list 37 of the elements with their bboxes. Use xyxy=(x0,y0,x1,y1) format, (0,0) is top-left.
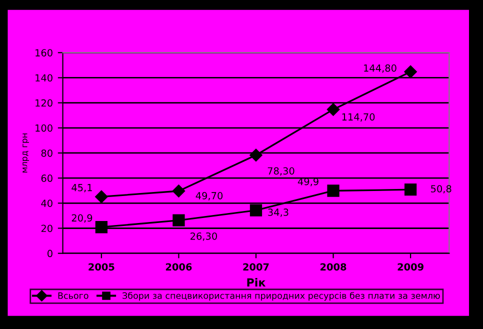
x-tick-label: 2006 xyxy=(166,263,192,271)
y-tick-label: 60 xyxy=(41,174,52,182)
data-label: 34,3 xyxy=(268,208,288,217)
x-tick-label: 2009 xyxy=(398,263,424,271)
x-tick-label: 2008 xyxy=(320,263,346,271)
y-tick-label: 40 xyxy=(41,200,52,207)
x-tick-label: 2005 xyxy=(88,263,114,271)
point xyxy=(95,221,108,234)
y-axis-title: млрд грн xyxy=(22,134,29,172)
point xyxy=(404,184,417,196)
x-tick-label: 2007 xyxy=(243,263,269,271)
data-label: 20,9 xyxy=(72,214,92,223)
point xyxy=(404,65,417,78)
data-label: 45,1 xyxy=(72,184,92,192)
data-label: 49,70 xyxy=(196,192,223,200)
legend-label: Збори за спецвикористання природних ресурсів без плати за землю xyxy=(122,292,440,301)
y-tick-label: 80 xyxy=(41,149,52,157)
point xyxy=(250,204,262,216)
point xyxy=(172,214,185,226)
point xyxy=(250,148,262,162)
point xyxy=(172,184,186,198)
point xyxy=(327,184,340,197)
data-label: 114,70 xyxy=(342,113,375,122)
y-tick-label: 160 xyxy=(36,49,52,56)
data-label: 78,30 xyxy=(268,167,294,176)
x-axis-title: Рік xyxy=(247,278,266,286)
point xyxy=(95,190,108,204)
legend-label: Всього xyxy=(58,292,88,299)
y-tick-label: 140 xyxy=(36,74,52,82)
y-tick-label: 20 xyxy=(41,224,52,232)
y-tick-label: 100 xyxy=(36,124,52,132)
data-label: 144,80 xyxy=(364,64,396,73)
y-tick-label: 0 xyxy=(48,250,52,258)
y-tick-label: 120 xyxy=(36,99,52,107)
point xyxy=(326,103,340,116)
data-label: 50,8 xyxy=(431,185,452,194)
data-label: 26,30 xyxy=(190,232,217,241)
